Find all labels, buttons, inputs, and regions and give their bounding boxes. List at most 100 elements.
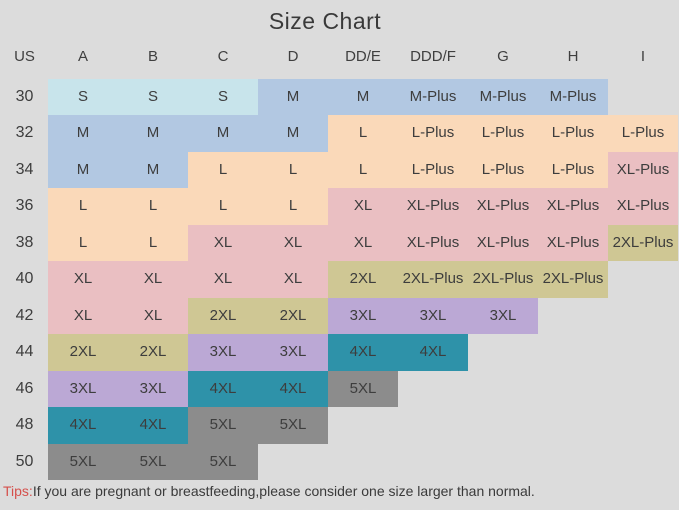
size-cell: XL-Plus (538, 188, 608, 225)
size-cell: M (48, 151, 118, 188)
size-cell: XL (48, 297, 118, 334)
us-row-label: 32 (15, 124, 34, 141)
size-cell: L-Plus (398, 115, 468, 152)
size-cell: 2XL-Plus (398, 261, 468, 298)
empty-cell (538, 444, 608, 481)
size-cell: L-Plus (398, 151, 468, 188)
size-cell: XL (328, 224, 398, 261)
tips-text: If you are pregnant or breastfeeding,ple… (32, 483, 535, 499)
empty-cell (468, 371, 538, 408)
size-cell: S (188, 78, 258, 115)
size-cell: L-Plus (468, 151, 538, 188)
size-cell: L (48, 188, 118, 225)
us-row-label: 40 (15, 270, 34, 287)
size-cell: M-Plus (538, 78, 608, 115)
column-header: DD/E (345, 48, 381, 65)
size-cell: L-Plus (538, 115, 608, 152)
empty-cell (468, 444, 538, 481)
us-row-label: 30 (15, 87, 34, 105)
empty-cell (538, 334, 608, 371)
size-cell: XL (188, 224, 258, 261)
us-row-label: 48 (15, 416, 34, 433)
size-cell: 3XL (48, 370, 118, 407)
empty-cell (398, 444, 468, 481)
empty-cell (398, 407, 468, 444)
size-cell: 3XL (398, 297, 468, 334)
size-cell: M (258, 115, 328, 152)
size-cell: XL (48, 261, 118, 298)
size-cell: L (118, 224, 188, 261)
size-cell: 2XL (258, 297, 328, 334)
column-header: D (287, 48, 299, 65)
empty-cell (608, 407, 678, 444)
empty-cell (538, 298, 608, 335)
size-cell: 5XL (188, 443, 258, 480)
size-cell: M (48, 115, 118, 152)
size-cell: S (48, 78, 118, 115)
size-cell: M (118, 115, 188, 152)
size-cell: 4XL (328, 334, 398, 371)
empty-cell (328, 407, 398, 444)
empty-cell (538, 371, 608, 408)
us-row-label: 38 (15, 233, 34, 251)
size-cell: XL-Plus (468, 188, 538, 225)
column-header: G (497, 48, 509, 65)
empty-cell (608, 261, 678, 298)
size-cell: XL (328, 188, 398, 225)
size-cell: 2XL (48, 334, 118, 371)
empty-cell (608, 444, 678, 481)
us-row-label: 34 (15, 160, 34, 178)
empty-cell (468, 407, 538, 444)
size-cell: M-Plus (398, 78, 468, 115)
empty-cell (608, 298, 678, 335)
column-header: B (147, 48, 158, 65)
size-cell: XL (118, 297, 188, 334)
size-cell: L-Plus (608, 115, 678, 152)
column-header: I (640, 48, 646, 65)
size-cell: L (188, 151, 258, 188)
empty-cell (398, 371, 468, 408)
size-table: US A B C D DD/E DDD/F G H I 30 S S S M M M-Plus M-Plus M-P… (1, 42, 678, 480)
size-cell: 2XL-Plus (538, 261, 608, 298)
size-cell: M (188, 115, 258, 152)
size-cell: 5XL (258, 407, 328, 444)
size-cell: S (118, 78, 188, 115)
column-header: A (77, 48, 88, 65)
size-cell: L (48, 224, 118, 261)
size-cell: XL-Plus (538, 224, 608, 261)
us-row-label: 44 (15, 343, 34, 360)
size-cell: XL (258, 224, 328, 261)
size-cell: L (258, 151, 328, 188)
size-cell: 5XL (118, 443, 188, 480)
size-cell: XL-Plus (398, 224, 468, 261)
size-cell: M (118, 151, 188, 188)
tips-label: Tips: (3, 483, 33, 499)
column-header: DDD/F (410, 48, 456, 65)
us-row-label: 42 (15, 306, 34, 324)
tips-note: Tips:If you are pregnant or breastfeedin… (3, 483, 535, 499)
us-row-label: 46 (15, 379, 34, 397)
size-cell: XL-Plus (468, 224, 538, 261)
empty-cell (468, 334, 538, 371)
us-row-label: 36 (15, 197, 34, 214)
column-header-us: US (14, 48, 35, 65)
size-cell: XL-Plus (398, 188, 468, 225)
size-cell: XL (258, 261, 328, 298)
empty-cell (538, 407, 608, 444)
size-cell: XL (118, 261, 188, 298)
size-cell: L (258, 188, 328, 225)
size-cell: 3XL (328, 297, 398, 334)
size-cell: 5XL (188, 407, 258, 444)
size-cell: M (328, 78, 398, 115)
size-cell: XL (188, 261, 258, 298)
size-cell: L (188, 188, 258, 225)
empty-cell (328, 444, 398, 481)
size-cell: XL-Plus (608, 188, 678, 225)
size-cell: XL-Plus (608, 151, 678, 188)
size-cell: 2XL (118, 334, 188, 371)
size-cell: L-Plus (538, 151, 608, 188)
page-title: Size Chart (268, 8, 382, 34)
size-cell: 2XL-Plus (468, 261, 538, 298)
size-cell: L (328, 115, 398, 152)
